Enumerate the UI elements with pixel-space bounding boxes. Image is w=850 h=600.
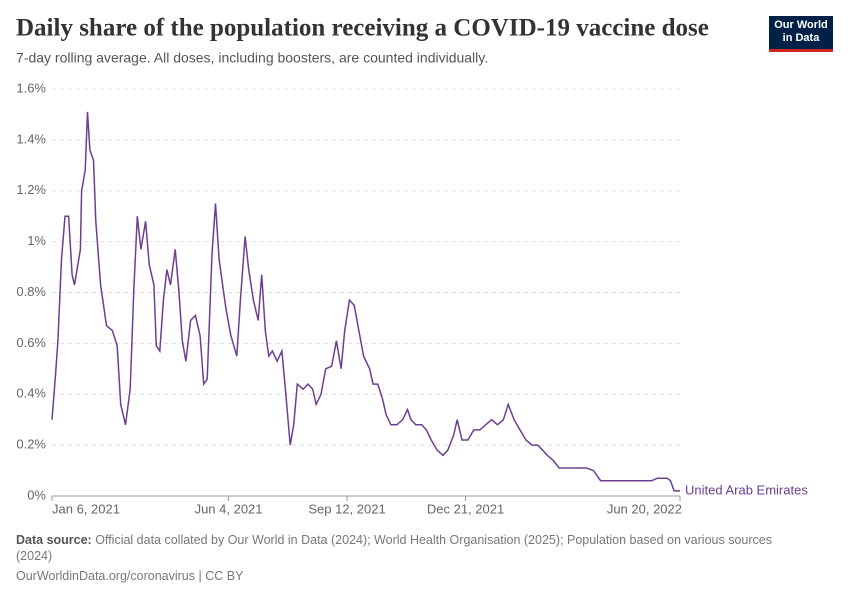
logo-line: in Data bbox=[782, 32, 820, 44]
y-tick-label: 0% bbox=[27, 487, 46, 502]
legend-label: United Arab Emirates bbox=[685, 482, 808, 497]
x-tick-label: Dec 21, 2021 bbox=[427, 501, 504, 516]
y-tick-label: 0.6% bbox=[16, 335, 46, 350]
y-tick-label: 1.4% bbox=[16, 131, 46, 146]
chart-subtitle: 7-day rolling average. All doses, includ… bbox=[16, 50, 488, 66]
source: Data source: Official data collated by O… bbox=[16, 532, 796, 564]
x-tick-label: Jun 4, 2021 bbox=[195, 501, 263, 516]
y-tick-label: 1.6% bbox=[16, 80, 46, 95]
source-label: Data source: bbox=[16, 533, 92, 547]
logo-line: Our World bbox=[774, 19, 828, 31]
url-line[interactable]: OurWorldinData.org/coronavirus | CC BY bbox=[16, 569, 244, 583]
logo[interactable]: Our World in Data bbox=[769, 16, 833, 52]
y-tick-label: 0.2% bbox=[16, 437, 46, 452]
y-tick-label: 0.4% bbox=[16, 386, 46, 401]
chart: Daily share of the population receiving … bbox=[16, 15, 808, 517]
y-tick-label: 1.2% bbox=[16, 182, 46, 197]
x-tick-label: Jun 20, 2022 bbox=[607, 501, 682, 516]
x-tick-label: Jan 6, 2021 bbox=[52, 501, 120, 516]
source-text: Official data collated by Our World in D… bbox=[16, 533, 772, 563]
y-tick-label: 0.8% bbox=[16, 284, 46, 299]
y-tick-label: 1% bbox=[27, 233, 46, 248]
chart-title: Daily share of the population receiving … bbox=[16, 15, 709, 42]
series-line bbox=[51, 111, 680, 492]
footer: Data source: Official data collated by O… bbox=[16, 532, 796, 584]
x-tick-label: Sep 12, 2021 bbox=[308, 501, 385, 516]
